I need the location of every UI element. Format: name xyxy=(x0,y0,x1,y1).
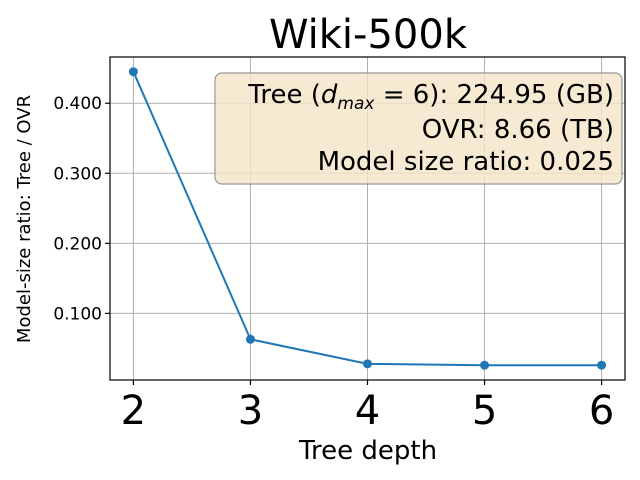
annotation-dmax-sub: max xyxy=(337,94,375,114)
annotation-dmax-var: d xyxy=(321,80,338,110)
annotation-line-ratio: Model size ratio: 0.025 xyxy=(318,147,614,177)
x-axis-ticks: 2 3 4 5 6 xyxy=(121,380,614,434)
data-point xyxy=(245,334,255,344)
plot-area-frame xyxy=(109,56,626,381)
x-axis-label: Tree depth xyxy=(298,436,437,466)
data-point xyxy=(480,360,490,370)
series-line xyxy=(128,67,607,370)
annotation-tree-value: 224.95 (GB) xyxy=(456,80,614,110)
annotation-box: Tree (dmax = 6): 224.95 (GB) OVR: 8.66 (… xyxy=(214,72,623,185)
y-tick-label: 0.400 xyxy=(53,94,102,114)
y-axis-label: Model-size ratio: Tree / OVR xyxy=(14,95,35,343)
x-tick-label: 3 xyxy=(238,388,263,434)
y-tick-label: 0.300 xyxy=(53,164,102,184)
x-tick-label: 5 xyxy=(472,388,497,434)
y-tick-label: 0.200 xyxy=(53,234,102,254)
annotation-background xyxy=(214,72,623,185)
data-point xyxy=(363,359,372,369)
data-point xyxy=(597,360,607,370)
annotation-tree-prefix: Tree ( xyxy=(247,80,321,110)
x-tick-label: 6 xyxy=(589,388,614,434)
annotation-dmax-eq: = 6): xyxy=(374,80,456,110)
annotation-line-ovr: OVR: 8.66 (TB) xyxy=(422,115,614,145)
y-axis-ticks: 0.100 0.200 0.300 0.400 xyxy=(53,94,110,324)
chart-title: Wiki-500k xyxy=(269,12,468,58)
annotation-line-tree: Tree (dmax = 6): 224.95 (GB) xyxy=(247,80,614,114)
y-tick-label: 0.100 xyxy=(53,304,102,324)
x-tick-label: 2 xyxy=(121,388,146,434)
data-point xyxy=(128,67,138,77)
x-tick-label: 4 xyxy=(355,388,380,434)
